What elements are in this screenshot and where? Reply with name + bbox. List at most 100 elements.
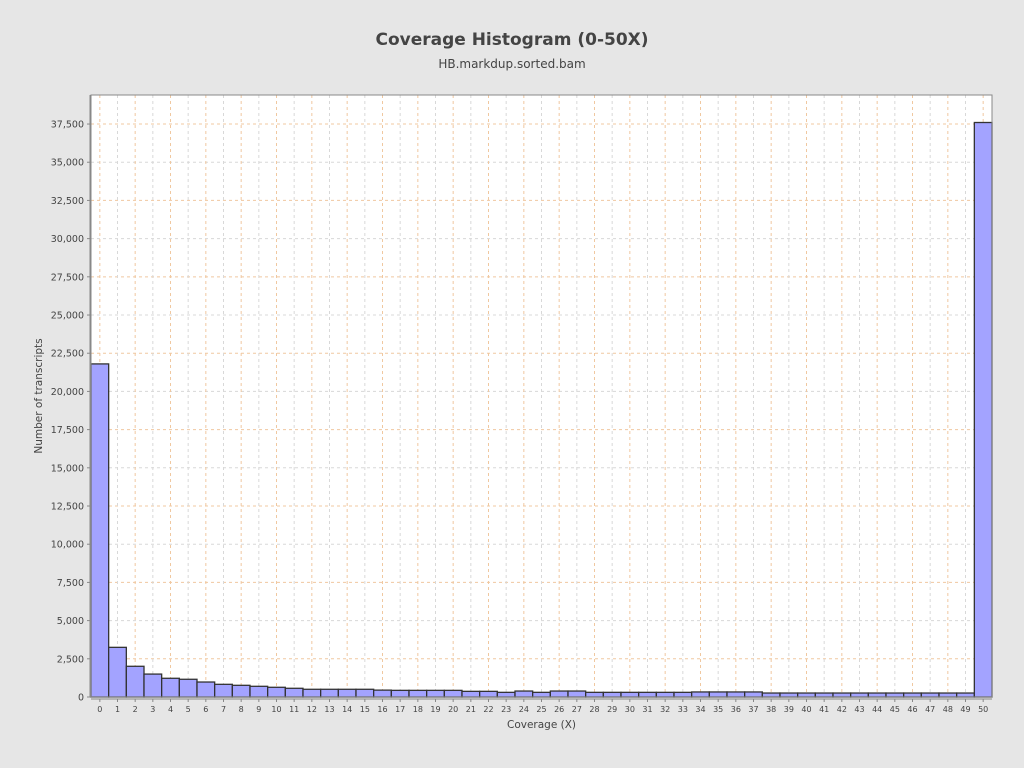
bar (496, 691, 516, 698)
y-axis-label: Number of transcripts (33, 338, 45, 453)
x-tick-label: 50 (978, 705, 988, 714)
y-tick-label: 27,500 (51, 272, 84, 283)
y-tick-label: 17,500 (51, 425, 84, 436)
bar (850, 692, 869, 698)
bar (390, 689, 410, 698)
bar (461, 690, 481, 698)
x-tick-label: 36 (731, 705, 741, 714)
x-tick-label: 48 (943, 705, 953, 714)
x-tick-label: 46 (907, 705, 917, 714)
x-tick-label: 12 (307, 705, 317, 714)
bar (973, 121, 993, 698)
x-tick-label: 11 (289, 705, 299, 714)
x-tick-label: 4 (168, 705, 173, 714)
bar (214, 683, 233, 698)
x-tick-label: 14 (342, 705, 352, 714)
bar (443, 689, 463, 698)
x-tick-label: 28 (589, 705, 599, 714)
bar (284, 687, 304, 698)
bar (761, 692, 781, 698)
x-tick-label: 33 (678, 705, 688, 714)
bar (638, 691, 657, 698)
bar (691, 691, 710, 698)
bar (920, 692, 940, 698)
bar (178, 678, 198, 698)
y-tick-label: 7,500 (57, 578, 84, 589)
x-tick-label: 34 (695, 705, 705, 714)
y-tick-label: 2,500 (57, 654, 84, 665)
bar (602, 691, 622, 698)
bar (302, 688, 322, 698)
bar (938, 692, 958, 698)
bar (108, 646, 127, 698)
bar (355, 688, 375, 698)
x-tick-label: 37 (748, 705, 758, 714)
x-tick-label: 21 (466, 705, 476, 714)
y-tick-label: 10,000 (51, 540, 84, 551)
bar (744, 691, 763, 698)
bar (161, 677, 180, 698)
x-tick-label: 10 (271, 705, 281, 714)
chart-title: Coverage Histogram (0-50X) (375, 30, 649, 50)
bar (885, 692, 905, 698)
bar (585, 691, 604, 698)
x-axis-label: Coverage (X) (507, 719, 576, 731)
bar (320, 688, 339, 698)
bar (408, 689, 428, 698)
x-tick-label: 47 (925, 705, 935, 714)
x-tick-label: 15 (360, 705, 370, 714)
bar (514, 690, 534, 698)
x-tick-label: 44 (872, 705, 882, 714)
x-tick-label: 25 (536, 705, 546, 714)
x-tick-label: 27 (572, 705, 582, 714)
bar (90, 363, 110, 698)
bar (708, 691, 728, 698)
x-tick-label: 30 (625, 705, 635, 714)
x-tick-label: 3 (150, 705, 155, 714)
x-tick-label: 29 (607, 705, 617, 714)
y-tick-label: 35,000 (51, 158, 84, 169)
bar (249, 685, 269, 698)
x-tick-label: 2 (133, 705, 138, 714)
x-tick-label: 42 (837, 705, 847, 714)
bar (196, 681, 216, 698)
x-tick-label: 0 (97, 705, 102, 714)
bar (267, 686, 286, 698)
x-tick-label: 19 (430, 705, 440, 714)
bar (143, 673, 163, 698)
bar (125, 665, 145, 698)
x-tick-label: 40 (801, 705, 811, 714)
bar (479, 690, 498, 698)
bar (956, 692, 975, 698)
x-tick-label: 17 (395, 705, 405, 714)
bar (655, 691, 675, 698)
bar (549, 690, 569, 698)
bar (673, 691, 693, 698)
bar (532, 691, 551, 698)
x-tick-label: 13 (324, 705, 334, 714)
bar (231, 684, 251, 698)
x-tick-label: 8 (239, 705, 244, 714)
x-tick-label: 7 (221, 705, 226, 714)
bar (797, 692, 816, 698)
x-tick-label: 31 (642, 705, 652, 714)
bar (726, 691, 746, 698)
x-tick-label: 41 (819, 705, 829, 714)
plot-border (90, 94, 993, 698)
y-tick-label: 0 (78, 693, 84, 704)
x-tick-label: 45 (890, 705, 900, 714)
bar (814, 692, 834, 698)
bar (373, 689, 392, 698)
x-tick-label: 22 (483, 705, 493, 714)
x-tick-label: 5 (186, 705, 191, 714)
bar (779, 692, 799, 698)
x-tick-label: 18 (413, 705, 423, 714)
y-tick-label: 5,000 (57, 616, 84, 627)
bar (620, 691, 640, 698)
x-tick-label: 32 (660, 705, 670, 714)
x-tick-label: 24 (519, 705, 529, 714)
x-tick-label: 16 (377, 705, 387, 714)
bar (567, 690, 587, 698)
chart-subtitle: HB.markdup.sorted.bam (438, 57, 586, 71)
